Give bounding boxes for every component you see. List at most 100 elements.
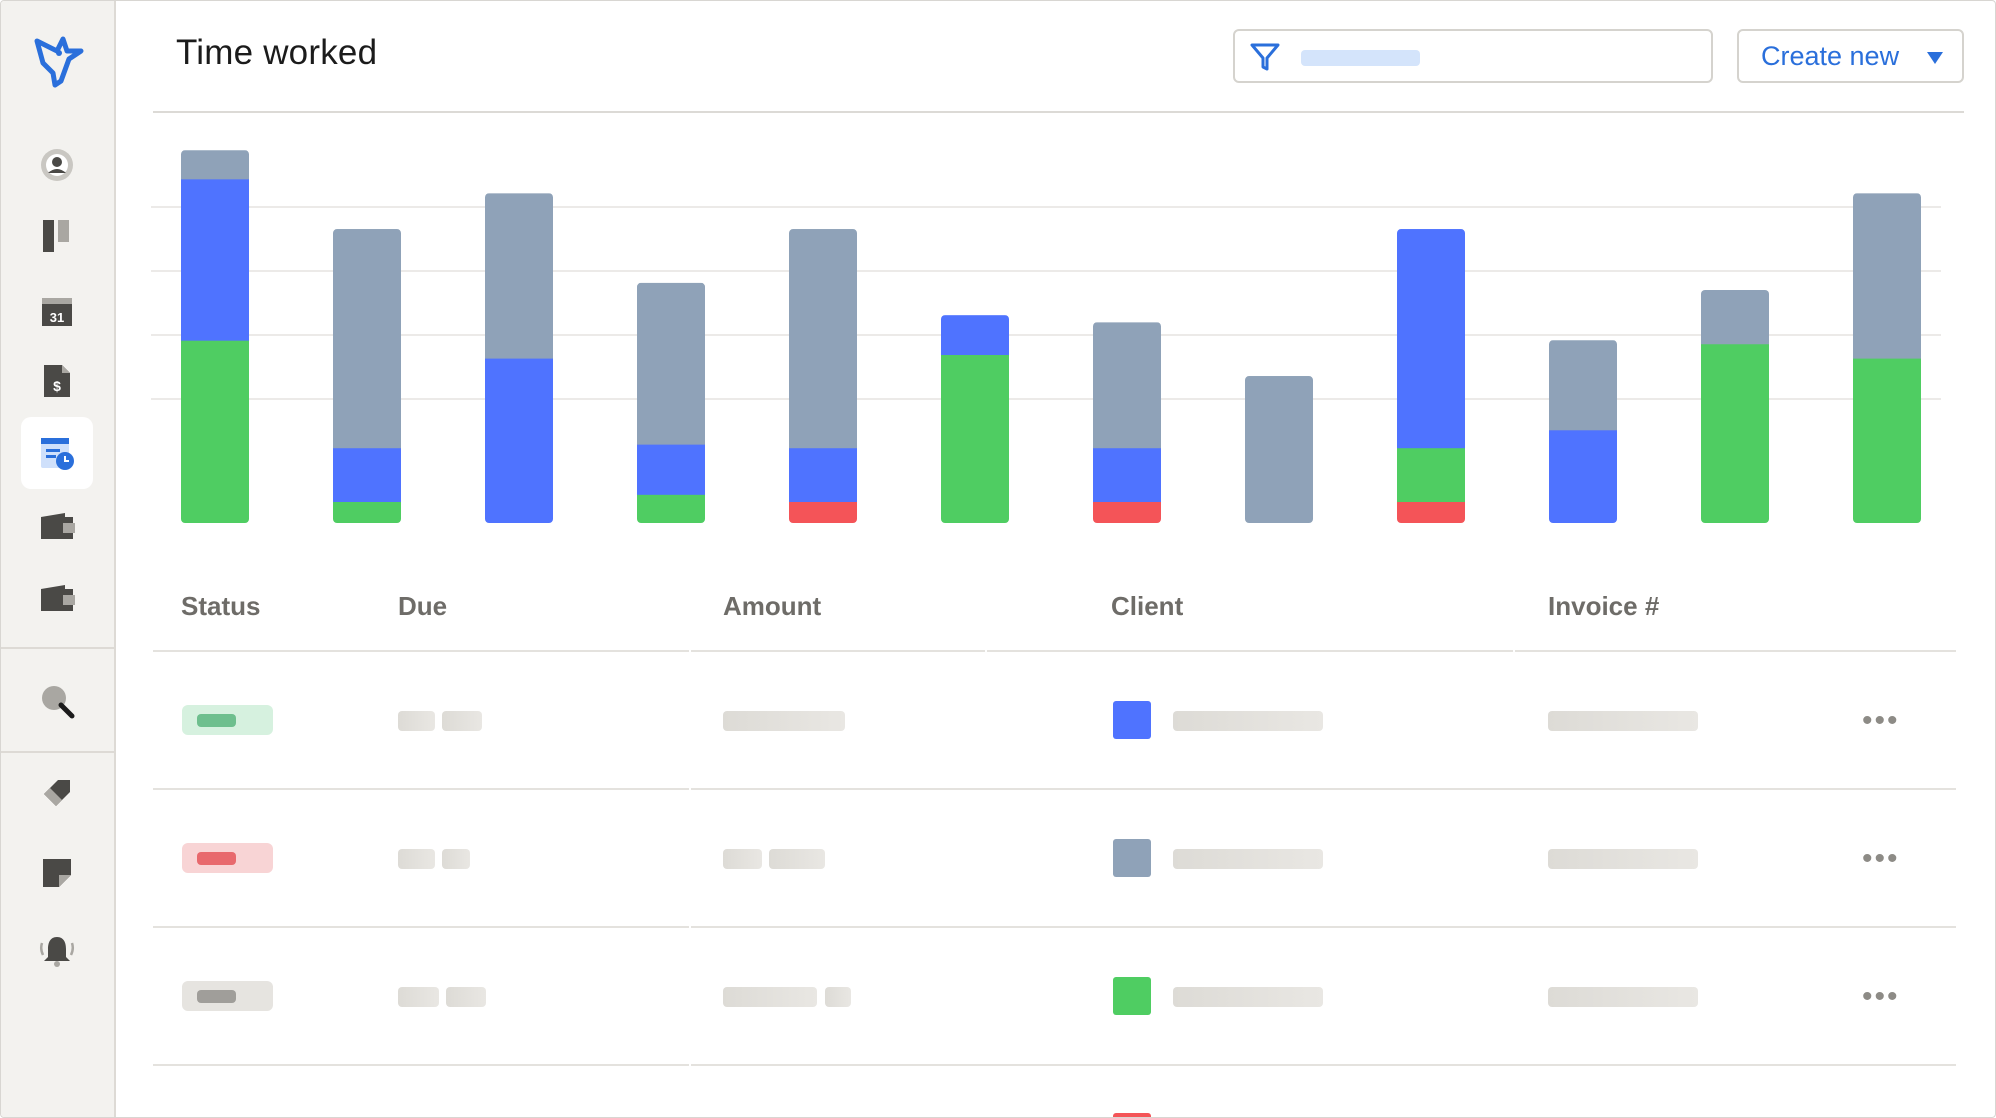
bird-logo-icon[interactable] <box>21 23 93 95</box>
sidebar-divider <box>1 647 114 649</box>
invoice-number-skeleton <box>1548 711 1698 731</box>
column-header-due[interactable]: Due <box>398 591 448 621</box>
chart-bar-segment <box>637 282 705 445</box>
due-date-skeleton <box>398 987 439 1007</box>
calendar-icon[interactable]: 31 <box>21 275 93 347</box>
board-icon[interactable] <box>21 200 93 272</box>
column-header-status[interactable]: Status <box>181 591 261 621</box>
chart-bar[interactable] <box>1245 376 1313 523</box>
column-header-client[interactable]: Client <box>1111 591 1184 621</box>
client-name-skeleton <box>1173 987 1323 1007</box>
svg-text:$: $ <box>53 378 61 394</box>
row-divider <box>153 1064 1956 1066</box>
chart-bar-segment <box>333 447 401 502</box>
client-color-swatch <box>1113 701 1151 739</box>
column-separator <box>1513 641 1515 661</box>
chart-bar-segment <box>1701 289 1769 345</box>
chart-bar-segment <box>637 444 705 495</box>
chart-bar-segment <box>1093 501 1161 523</box>
chart-bar-segment <box>1701 343 1769 523</box>
column-header-amount[interactable]: Amount <box>723 591 822 621</box>
chart-bar-segment <box>1093 322 1161 449</box>
chart-bar[interactable] <box>941 315 1009 523</box>
client-color-swatch <box>1113 839 1151 877</box>
time-worked-chart <box>151 150 1941 524</box>
filter-icon <box>1250 43 1280 71</box>
due-date-skeleton <box>442 849 470 869</box>
chart-bar[interactable] <box>789 229 857 523</box>
wallet-icon[interactable] <box>21 562 93 634</box>
bell-icon[interactable] <box>21 915 93 987</box>
status-badge <box>182 981 273 1011</box>
chart-bar[interactable] <box>181 150 249 524</box>
note-icon[interactable] <box>21 837 93 909</box>
wallet-icon[interactable] <box>21 490 93 562</box>
sidebar-divider <box>1 751 114 753</box>
user-circle-icon[interactable] <box>21 129 93 201</box>
chart-bar-segment <box>333 229 401 449</box>
due-date-skeleton <box>446 987 486 1007</box>
chart-bar-segment <box>1397 447 1465 502</box>
column-separator <box>985 641 987 661</box>
header-divider <box>153 111 1964 113</box>
chart-bar-segment <box>789 501 857 523</box>
invoice-number-skeleton <box>1548 987 1698 1007</box>
chart-bar[interactable] <box>485 193 553 523</box>
tag-icon[interactable] <box>21 757 93 829</box>
chart-bar[interactable] <box>1549 340 1617 523</box>
page-title: Time worked <box>176 33 378 72</box>
amount-skeleton <box>723 987 817 1007</box>
chart-bar[interactable] <box>637 282 705 524</box>
search-icon[interactable] <box>21 665 93 737</box>
chart-bar-segment <box>637 494 705 523</box>
chart-bar-segment <box>1397 229 1465 449</box>
column-separator <box>689 641 691 1081</box>
chart-bar[interactable] <box>1093 322 1161 523</box>
status-badge <box>182 705 273 735</box>
row-divider <box>153 788 1956 790</box>
client-color-swatch <box>1113 1113 1151 1117</box>
filter-field[interactable] <box>1233 29 1713 83</box>
create-new-label: Create new <box>1761 40 1900 71</box>
create-new-button[interactable]: Create new <box>1737 29 1964 83</box>
client-color-swatch <box>1113 977 1151 1015</box>
chart-bar-segment <box>1549 340 1617 431</box>
filter-input[interactable] <box>1299 47 1689 67</box>
chart-bar-segment <box>941 354 1009 523</box>
chart-bar-segment <box>789 447 857 502</box>
row-more-options-icon[interactable]: ••• <box>1862 980 1900 1013</box>
chart-bar-segment <box>941 315 1009 356</box>
due-date-skeleton <box>398 849 435 869</box>
svg-text:31: 31 <box>50 310 64 325</box>
row-more-options-icon[interactable]: ••• <box>1862 842 1900 875</box>
chevron-down-icon <box>1927 52 1943 64</box>
chart-bar[interactable] <box>1397 229 1465 523</box>
amount-skeleton <box>723 711 845 731</box>
row-more-options-icon[interactable]: ••• <box>1862 704 1900 737</box>
chart-bar-segment <box>181 340 249 524</box>
sidebar: 31 $ <box>1 1 116 1117</box>
chart-bar-segment <box>1245 376 1313 523</box>
client-name-skeleton <box>1173 711 1323 731</box>
chart-bar[interactable] <box>1853 193 1921 523</box>
chart-bar-segment <box>485 358 553 523</box>
status-badge <box>182 843 273 873</box>
chart-bar-segment <box>333 501 401 523</box>
due-date-skeleton <box>442 711 482 731</box>
chart-bar-segment <box>1853 358 1921 523</box>
time-tracking-icon[interactable] <box>21 417 93 489</box>
invoice-dollar-icon[interactable]: $ <box>21 345 93 417</box>
chart-bar-segment <box>789 229 857 449</box>
chart-bar[interactable] <box>333 229 401 523</box>
amount-skeleton <box>825 987 851 1007</box>
chart-bar-segment <box>485 193 553 359</box>
column-header-invoice[interactable]: Invoice # <box>1548 591 1660 621</box>
chart-bar[interactable] <box>1701 289 1769 524</box>
chart-bar-segment <box>1853 193 1921 359</box>
amount-skeleton <box>769 849 825 869</box>
chart-bar-segment <box>1397 501 1465 523</box>
chart-bar-segment <box>181 150 249 180</box>
chart-bar-segment <box>1549 429 1617 523</box>
client-name-skeleton <box>1173 849 1323 869</box>
